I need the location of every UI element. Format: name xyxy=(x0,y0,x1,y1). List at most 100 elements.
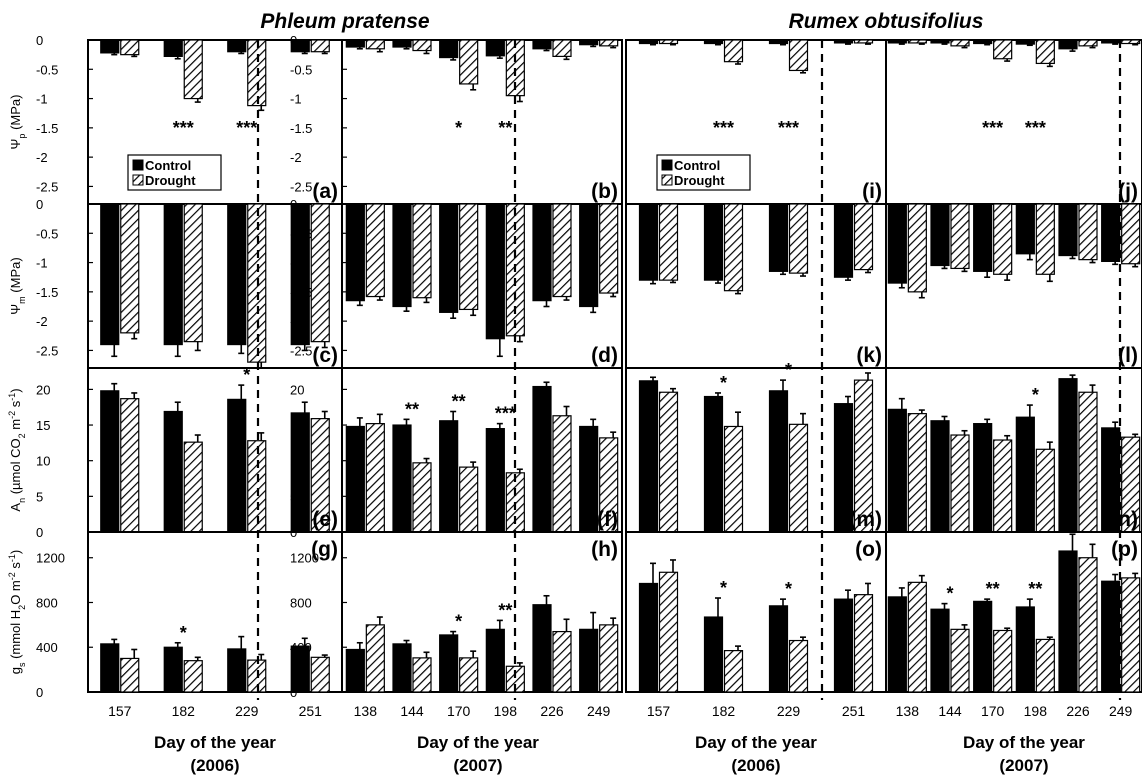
legend-label-drought: Drought xyxy=(145,173,196,188)
bar-control xyxy=(579,39,599,46)
bar-drought xyxy=(552,630,572,693)
bar-control xyxy=(290,645,310,693)
bar-drought xyxy=(552,203,572,298)
x-tick-label: 226 xyxy=(540,703,564,719)
bar-drought xyxy=(658,571,679,693)
panel-label: (o) xyxy=(855,538,882,561)
bar-drought xyxy=(1078,203,1098,261)
x-axis-year: (2006) xyxy=(731,756,780,775)
y-tick-label: -2 xyxy=(36,314,48,329)
bar-control xyxy=(345,39,365,48)
bar-drought xyxy=(183,39,203,100)
x-tick-label: 229 xyxy=(235,703,259,719)
x-axis-title: Day of the year xyxy=(695,733,817,752)
bar-control xyxy=(485,39,505,57)
bar-drought xyxy=(853,203,874,271)
bar-drought xyxy=(1121,39,1141,45)
bar-drought xyxy=(365,624,385,693)
y-tick-label: -2.5 xyxy=(36,343,58,358)
y-axis-label-an: An (µmol CO2 m-2 s-1) xyxy=(7,388,27,511)
y-tick-label: -2.5 xyxy=(36,179,58,194)
significance-star: * xyxy=(720,373,727,393)
bar-control xyxy=(973,203,993,272)
x-tick-label: 138 xyxy=(896,703,920,719)
y-tick-label: -1 xyxy=(36,256,48,271)
significance-star: * xyxy=(455,118,462,138)
y-tick-label: 1200 xyxy=(290,551,319,566)
bar-control xyxy=(227,648,247,693)
y-tick-label: -1 xyxy=(290,256,302,271)
bar-control xyxy=(973,423,993,533)
bar-control xyxy=(345,425,365,533)
bar-control xyxy=(163,646,183,693)
bar-drought xyxy=(723,203,744,292)
bar-control xyxy=(887,596,907,693)
bar-control xyxy=(703,395,724,533)
bar-control xyxy=(485,428,505,533)
y-tick-label: -1 xyxy=(36,92,48,107)
bar-control xyxy=(703,616,724,693)
x-tick-label: 157 xyxy=(108,703,132,719)
x-axis-title: Day of the year xyxy=(963,733,1085,752)
bar-drought xyxy=(788,39,809,72)
bar-drought xyxy=(247,440,267,533)
bar-control xyxy=(579,425,599,533)
panel-label: (p) xyxy=(1111,538,1138,561)
bar-drought xyxy=(120,203,140,334)
bar-control xyxy=(930,420,950,533)
bar-control xyxy=(833,598,854,693)
bar-control xyxy=(638,203,659,281)
significance-star: *** xyxy=(173,118,194,138)
x-axis-title: Day of the year xyxy=(154,733,276,752)
bar-control xyxy=(227,203,247,346)
bar-control xyxy=(392,424,412,533)
bar-drought xyxy=(505,665,525,693)
bar-control xyxy=(1015,203,1035,255)
bar-drought xyxy=(788,203,809,274)
bar-drought xyxy=(723,425,744,533)
bar-control xyxy=(768,203,789,272)
bar-control xyxy=(439,203,459,313)
bar-control xyxy=(768,605,789,693)
bar-drought xyxy=(993,439,1013,533)
bar-drought xyxy=(459,39,479,85)
significance-star: ** xyxy=(498,600,512,620)
panel-label: (b) xyxy=(591,180,618,203)
bar-control xyxy=(973,39,993,45)
y-tick-label: -1 xyxy=(290,92,302,107)
legend-swatch-drought xyxy=(132,174,144,186)
bar-drought xyxy=(1078,39,1098,47)
y-tick-label: -0.5 xyxy=(290,62,312,77)
y-tick-label: 15 xyxy=(36,418,50,433)
legend-swatch-drought xyxy=(661,174,673,186)
significance-star: *** xyxy=(982,118,1003,138)
bar-control xyxy=(485,203,505,340)
bar-drought xyxy=(723,39,744,63)
panel-label: (i) xyxy=(862,180,882,203)
panel-label: (j) xyxy=(1118,180,1138,203)
bar-control xyxy=(768,390,789,533)
bar-control xyxy=(1058,203,1078,257)
title-rumex: Rumex obtusifolius xyxy=(789,10,984,33)
bar-drought xyxy=(950,39,970,47)
bar-control xyxy=(1101,39,1121,44)
significance-star: ** xyxy=(1028,579,1042,599)
bar-drought xyxy=(723,650,744,693)
bar-drought xyxy=(788,423,809,533)
legend-label-drought: Drought xyxy=(674,173,725,188)
bar-control xyxy=(290,39,310,53)
bar-drought xyxy=(459,466,479,533)
y-tick-label: 0 xyxy=(36,685,43,700)
y-tick-label: -1.5 xyxy=(36,285,58,300)
y-tick-label: -2 xyxy=(290,314,302,329)
bar-control xyxy=(532,39,552,50)
bar-control xyxy=(532,604,552,693)
bar-control xyxy=(833,203,854,278)
bar-drought xyxy=(310,656,330,693)
y-tick-label: 0 xyxy=(290,685,297,700)
x-tick-label: 157 xyxy=(647,703,671,719)
bar-control xyxy=(100,39,120,54)
bar-control xyxy=(100,390,120,533)
bar-drought xyxy=(183,441,203,533)
